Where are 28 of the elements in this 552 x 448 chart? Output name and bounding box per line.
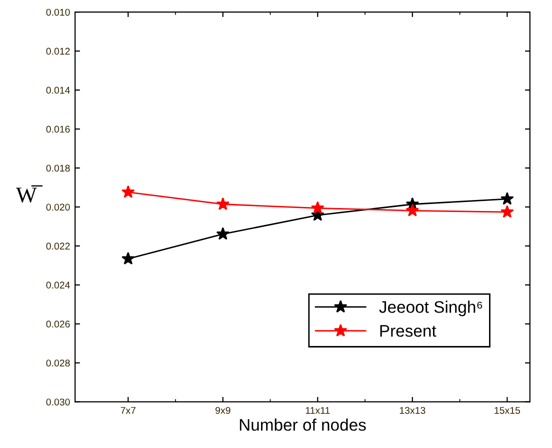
x-tick-label: 15x15 — [494, 407, 520, 414]
point — [500, 192, 514, 205]
y-tick-label: 0.026 — [46, 320, 70, 328]
legend-label: Present — [380, 325, 436, 337]
point — [216, 197, 230, 210]
y-tick-label: 0.010 — [46, 8, 70, 16]
x-tick-label: 13x13 — [400, 406, 426, 414]
y-tick-label: 0.018 — [46, 164, 70, 172]
y-tick-label: 0.024 — [46, 282, 70, 289]
x-tick-label: 7x7 — [120, 407, 136, 414]
point — [406, 204, 420, 216]
y-tick-label: 0.030 — [46, 398, 70, 406]
y-tick-label: 0.028 — [46, 360, 70, 366]
x-tick-label: 11x11 — [306, 407, 330, 414]
point — [122, 185, 135, 198]
y-tick-label: 0.022 — [46, 242, 70, 250]
point — [311, 201, 324, 214]
point — [122, 252, 135, 265]
legend-label: Jeeoot Singh⁶ — [379, 300, 482, 316]
point — [500, 205, 514, 218]
y-tick-label: 0.012 — [46, 48, 70, 55]
y-tick-label: 0.014 — [46, 86, 70, 94]
point — [216, 227, 230, 240]
x-axis-title: Number of nodes — [240, 418, 366, 431]
y-axis-title: W̅ — [16, 185, 43, 203]
y-tick-label: 0.020 — [46, 204, 70, 211]
x-tick-label: 9x9 — [216, 406, 230, 414]
y-tick-label: 0.016 — [46, 126, 70, 133]
